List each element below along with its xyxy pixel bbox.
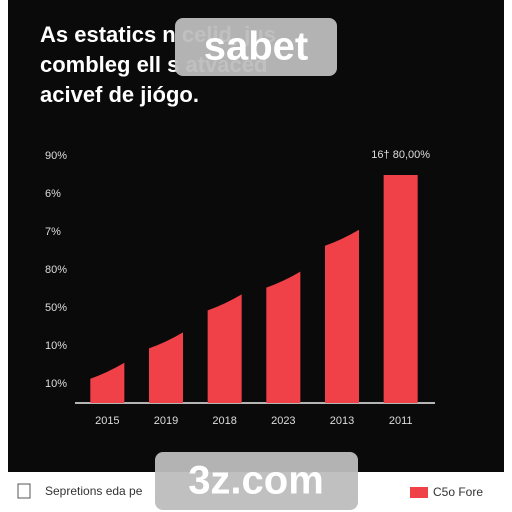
watermark-badge xyxy=(175,18,337,76)
bar xyxy=(90,362,125,403)
plot: 10% 10% 50% 80% 7% 6% 90% 2015 2019 2018 2023 2013 2… xyxy=(45,149,430,427)
x-tick-label: 2023 xyxy=(271,415,295,427)
footer-icon xyxy=(17,483,31,499)
y-tick-label: 10% xyxy=(45,340,67,352)
x-tick-label: 2018 xyxy=(212,415,236,427)
bar xyxy=(207,294,242,403)
legend-label: C5o Fore xyxy=(433,485,483,499)
x-tick-label: 2019 xyxy=(154,415,178,427)
bar xyxy=(383,175,418,403)
legend-swatch xyxy=(410,487,428,498)
x-tick-label: 2015 xyxy=(95,415,119,427)
y-tick-label: 10% xyxy=(45,378,67,390)
watermark: sabet xyxy=(204,25,309,69)
x-tick-label: 2013 xyxy=(330,415,354,427)
y-tick-label: 90% xyxy=(45,150,67,162)
y-tick-label: 6% xyxy=(45,188,61,200)
bar xyxy=(324,229,360,403)
annotation: 16† 80,00% xyxy=(371,149,430,161)
title-line: acivef de jiógo. xyxy=(40,82,199,107)
watermark-badge xyxy=(155,452,358,510)
y-tick-label: 50% xyxy=(45,302,67,314)
y-tick-label: 7% xyxy=(45,226,61,238)
watermark: 3z.com xyxy=(188,459,324,503)
footer-text: Sepretions eda pe xyxy=(45,484,143,498)
y-tick-label: 80% xyxy=(45,264,67,276)
bar xyxy=(266,271,301,403)
bar xyxy=(148,332,184,403)
x-tick-label: 2011 xyxy=(389,415,413,427)
